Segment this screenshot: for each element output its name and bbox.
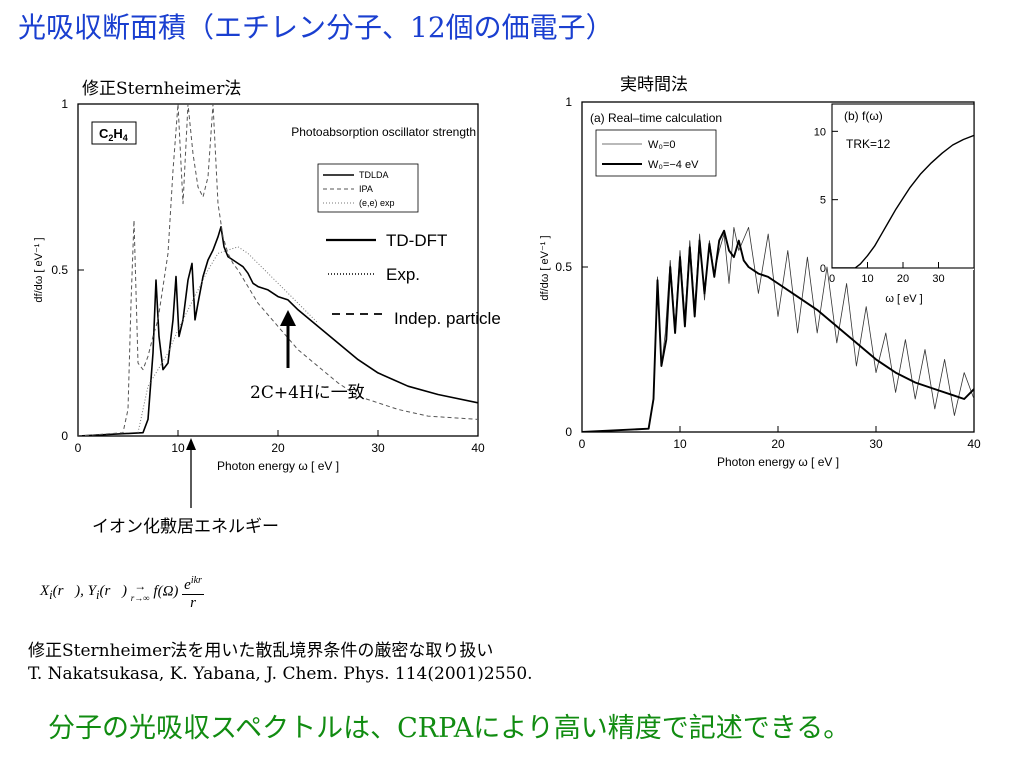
inset-title: (b) f(ω) bbox=[844, 109, 883, 123]
slide-legend-label-exp: Exp. bbox=[386, 265, 420, 284]
ionization-arrow-head bbox=[186, 438, 196, 450]
left-x-axis-label: Photon energy ω [ eV ] bbox=[217, 459, 339, 473]
left-figure: 0 10 20 30 40 0 0.5 1 Photoabsorption oscillato… bbox=[33, 97, 485, 473]
inset-y-tick-label: 5 bbox=[820, 195, 826, 207]
left-method-label: 修正Sternheimer法 bbox=[82, 79, 242, 99]
left-x-tick-label: 30 bbox=[371, 441, 385, 455]
legend-label-ipa: IPA bbox=[359, 184, 373, 194]
left-x-tick-label: 0 bbox=[75, 441, 82, 455]
formula-arrow: → r→∞ bbox=[130, 578, 150, 603]
inset-x-axis-label: ω [ eV ] bbox=[885, 293, 922, 305]
slide-title: 光吸収断面積（エチレン分子、12個の価電子） bbox=[18, 11, 614, 44]
slide-legend-label-tddft: TD-DFT bbox=[386, 231, 447, 250]
left-y-tick-label: 0 bbox=[61, 429, 68, 443]
inset-y-tick-label: 0 bbox=[820, 263, 826, 275]
right-chart-title: (a) Real–time calculation bbox=[590, 111, 722, 125]
left-series-ipa-line bbox=[78, 104, 478, 436]
slide-legend: TD-DFT Exp. Indep. particle bbox=[326, 231, 501, 328]
right-method-label: 実時間法 bbox=[620, 75, 688, 95]
right-x-tick-label: 30 bbox=[869, 437, 883, 451]
inset-annotation: TRK=12 bbox=[846, 137, 891, 151]
right-inner-legend bbox=[595, 129, 717, 177]
right-x-tick-label: 10 bbox=[673, 437, 687, 451]
method-line: 修正Sternheimer法を用いた散乱境界条件の厳密な取り扱い bbox=[28, 641, 494, 661]
inset-series-f--line bbox=[832, 134, 974, 268]
left-x-tick-label: 20 bbox=[271, 441, 285, 455]
right-series-w-4-ev-line bbox=[582, 229, 974, 432]
left-x-tick-label: 10 bbox=[171, 441, 185, 455]
left-y-tick-label: 1 bbox=[61, 97, 68, 111]
left-x-tick-label: 40 bbox=[471, 441, 485, 455]
formula-rhs: f(Ω) bbox=[153, 583, 179, 600]
right-x-tick-label: 0 bbox=[579, 437, 586, 451]
right-y-axis-label: df/dω [ eV⁻¹ ] bbox=[540, 235, 551, 300]
citation: T. Nakatsukasa, K. Yabana, J. Chem. Phys… bbox=[28, 664, 533, 684]
inset-x-tick-label: 10 bbox=[861, 273, 873, 285]
legend-label-tdlda: TDLDA bbox=[359, 170, 389, 180]
legend-label-exp: (e,e) exp bbox=[359, 198, 395, 208]
inset-x-tick-label: 30 bbox=[932, 273, 944, 285]
left-chart-title: Photoabsorption oscillator strength bbox=[291, 125, 476, 139]
slide-legend-label-indep: Indep. particle bbox=[394, 309, 501, 328]
right-y-tick-label: 1 bbox=[565, 95, 572, 109]
legend-label-w0-4: W₀=−4 eV bbox=[648, 159, 699, 171]
right-x-tick-label: 20 bbox=[771, 437, 785, 451]
formula-fraction: eikr r bbox=[182, 572, 204, 612]
formula: Xi(r⃗), Yi(r⃗) → r→∞ f(Ω) eikr r bbox=[40, 572, 204, 612]
left-inner-legend bbox=[317, 163, 419, 213]
inset-x-tick-label: 0 bbox=[829, 273, 835, 285]
molecule-box bbox=[91, 121, 137, 145]
annotation-match: 2C+4Hに一致 bbox=[250, 383, 365, 403]
left-y-tick-label: 0.5 bbox=[51, 263, 68, 277]
left-series-tdlda-line bbox=[78, 226, 478, 436]
right-figure: 0 10 20 30 40 0 0.5 1 (a) Real–time calculation… bbox=[540, 95, 981, 469]
right-x-axis-label: Photon energy ω [ eV ] bbox=[717, 455, 839, 469]
right-x-tick-label: 40 bbox=[967, 437, 981, 451]
right-y-tick-label: 0.5 bbox=[555, 260, 572, 274]
annotation-ionization: イオン化敷居エネルギー bbox=[92, 517, 279, 537]
molecule-label: C2H4 bbox=[99, 126, 128, 143]
inset-background bbox=[832, 104, 974, 270]
match-arrow-head bbox=[280, 310, 296, 326]
inset-x-tick-label: 20 bbox=[897, 273, 909, 285]
right-y-tick-label: 0 bbox=[565, 425, 572, 439]
inset-y-tick-label: 10 bbox=[814, 126, 826, 138]
formula-lhs: Xi(r⃗), Yi(r⃗) bbox=[40, 583, 127, 603]
legend-label-w0-0: W₀=0 bbox=[648, 139, 676, 151]
conclusion: 分子の光吸収スペクトルは、CRPAにより高い精度で記述できる。 bbox=[48, 713, 851, 744]
left-y-axis-label: df/dω [ eV⁻¹ ] bbox=[33, 237, 45, 302]
